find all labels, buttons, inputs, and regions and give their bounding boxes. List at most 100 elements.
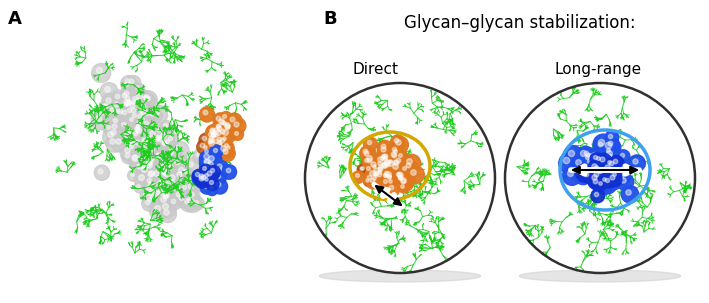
- Circle shape: [154, 134, 169, 149]
- Circle shape: [121, 75, 137, 92]
- Circle shape: [195, 171, 211, 186]
- Circle shape: [621, 185, 639, 203]
- Circle shape: [363, 163, 375, 175]
- Circle shape: [129, 128, 145, 143]
- Circle shape: [605, 158, 616, 169]
- Circle shape: [123, 136, 142, 155]
- Circle shape: [132, 89, 151, 108]
- Circle shape: [150, 201, 169, 220]
- Circle shape: [595, 166, 608, 179]
- Circle shape: [150, 132, 167, 148]
- Circle shape: [99, 100, 116, 117]
- Circle shape: [172, 182, 186, 197]
- Circle shape: [140, 91, 157, 108]
- Circle shape: [594, 138, 609, 153]
- Circle shape: [616, 150, 630, 163]
- Text: A: A: [8, 10, 22, 28]
- Circle shape: [376, 164, 389, 178]
- Circle shape: [196, 140, 211, 154]
- Circle shape: [153, 150, 167, 164]
- Circle shape: [121, 149, 135, 164]
- Circle shape: [201, 161, 213, 173]
- Circle shape: [108, 120, 124, 136]
- Circle shape: [564, 146, 583, 165]
- Circle shape: [143, 94, 155, 107]
- Circle shape: [393, 155, 407, 169]
- Circle shape: [596, 179, 607, 191]
- Circle shape: [203, 168, 218, 183]
- Circle shape: [158, 165, 176, 183]
- Circle shape: [184, 194, 202, 212]
- Circle shape: [152, 150, 169, 166]
- Circle shape: [598, 155, 618, 175]
- Circle shape: [381, 167, 399, 185]
- Circle shape: [206, 178, 219, 191]
- Circle shape: [596, 153, 612, 169]
- Circle shape: [605, 173, 622, 190]
- Circle shape: [592, 164, 608, 180]
- Circle shape: [378, 159, 391, 172]
- Circle shape: [575, 165, 591, 180]
- Circle shape: [138, 152, 152, 166]
- Circle shape: [143, 188, 156, 201]
- Circle shape: [220, 119, 238, 137]
- Text: B: B: [323, 10, 337, 28]
- Circle shape: [172, 189, 186, 204]
- Circle shape: [380, 156, 394, 171]
- Circle shape: [212, 131, 223, 142]
- Circle shape: [367, 175, 380, 189]
- Circle shape: [217, 117, 231, 131]
- Circle shape: [362, 152, 380, 170]
- Circle shape: [211, 125, 229, 143]
- Circle shape: [213, 123, 228, 138]
- Circle shape: [379, 152, 391, 164]
- Circle shape: [188, 190, 200, 202]
- Circle shape: [603, 150, 620, 166]
- Circle shape: [599, 159, 612, 171]
- Circle shape: [374, 169, 389, 183]
- Circle shape: [141, 93, 152, 105]
- Circle shape: [170, 155, 189, 174]
- Circle shape: [218, 125, 236, 143]
- Circle shape: [152, 132, 167, 146]
- Circle shape: [593, 134, 613, 155]
- Circle shape: [159, 167, 174, 182]
- Circle shape: [144, 151, 162, 169]
- Circle shape: [606, 171, 620, 185]
- Circle shape: [384, 173, 397, 185]
- Circle shape: [174, 190, 192, 208]
- Circle shape: [376, 162, 387, 173]
- Circle shape: [219, 118, 231, 131]
- Circle shape: [598, 169, 613, 185]
- Circle shape: [129, 111, 142, 124]
- Circle shape: [402, 159, 417, 174]
- Circle shape: [374, 159, 385, 170]
- Circle shape: [145, 107, 162, 124]
- Circle shape: [136, 105, 148, 118]
- Circle shape: [121, 79, 133, 91]
- Circle shape: [213, 113, 228, 128]
- Circle shape: [222, 122, 236, 137]
- Circle shape: [386, 182, 400, 196]
- Circle shape: [125, 75, 141, 91]
- Circle shape: [577, 167, 593, 182]
- Circle shape: [587, 161, 606, 180]
- Circle shape: [365, 166, 383, 184]
- Circle shape: [227, 113, 242, 128]
- Circle shape: [602, 147, 620, 165]
- Circle shape: [208, 166, 222, 180]
- Circle shape: [168, 181, 184, 198]
- Ellipse shape: [519, 270, 681, 282]
- Circle shape: [103, 128, 121, 147]
- Circle shape: [391, 136, 408, 153]
- Circle shape: [120, 144, 138, 161]
- Circle shape: [601, 154, 619, 172]
- Circle shape: [167, 196, 182, 210]
- Circle shape: [184, 181, 199, 196]
- Circle shape: [603, 145, 616, 157]
- Circle shape: [101, 94, 118, 110]
- Circle shape: [598, 165, 609, 177]
- Circle shape: [589, 162, 606, 179]
- Circle shape: [389, 150, 403, 165]
- Circle shape: [214, 115, 231, 132]
